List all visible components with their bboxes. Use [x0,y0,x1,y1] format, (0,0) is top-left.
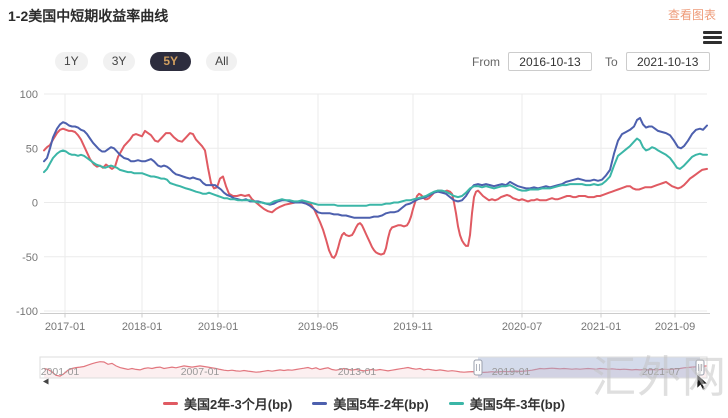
y-axis-label: -50 [22,252,38,264]
from-label: From [472,54,500,69]
menu-icon[interactable] [703,31,722,44]
x-axis-label: 2019-11 [393,321,433,333]
legend-marker-blue [312,402,328,405]
x-axis-label: 2017-01 [45,321,85,333]
navigator-axis-label: 2001-01 [41,366,80,378]
range-selector: 1Y 3Y 5Y All [55,52,238,71]
chart-legend: 美国2年-3个月(bp) 美国5年-2年(bp) 美国5年-3年(bp) [163,394,565,413]
navigator-frame [39,356,708,379]
legend-marker-teal [448,402,464,405]
range-button-all[interactable]: All [206,52,238,71]
menu-bar [703,36,722,39]
menu-bar [703,31,722,34]
series-line-1 [43,116,708,219]
x-axis-label: 2019-05 [298,321,338,333]
navigator-axis-label: 2021-07 [642,366,681,378]
scroll-arrow-icon[interactable] [43,378,49,385]
menu-bar [703,41,722,44]
legend-item-5y-2y[interactable]: 美国5年-2年(bp) [312,394,429,413]
range-button-1y[interactable]: 1Y [55,52,88,71]
mouse-cursor [696,373,709,391]
x-axis-label: 2020-07 [502,321,542,333]
navigator-area [44,361,707,378]
y-axis-label: -100 [16,306,38,318]
navigator-axis-label: 2007-01 [181,366,220,378]
navigator-axis-label: 2013-01 [338,366,377,378]
range-button-5y[interactable]: 5Y [150,52,192,71]
legend-label: 美国5年-3年(bp) [469,397,566,412]
series-line-2 [43,137,708,207]
navigator-selection[interactable] [478,357,700,378]
to-date-input[interactable] [625,52,710,71]
legend-item-2y-3m[interactable]: 美国2年-3个月(bp) [163,394,292,413]
legend-label: 美国5年-2年(bp) [333,397,429,412]
y-axis-label: 0 [32,198,38,210]
to-label: To [605,54,618,69]
navigator-handle-left[interactable] [473,359,483,376]
navigator-line [43,361,708,377]
legend-marker-red [163,402,178,405]
legend-item-5y-3y[interactable]: 美国5年-3年(bp) [448,394,566,413]
x-axis-label: 2021-09 [655,321,695,333]
range-button-3y[interactable]: 3Y [102,52,136,71]
x-axis-label: 2019-01 [198,321,238,333]
series-line-0 [43,127,708,259]
date-range-controls: From To [472,52,710,71]
navigator-handle-right[interactable] [695,359,705,376]
page-title: 1-2美国中短期收益率曲线 [8,8,169,24]
x-axis-label: 2021-01 [581,321,621,333]
from-date-input[interactable] [508,52,592,71]
view-chart-link[interactable]: 查看图表 [668,8,717,22]
navigator-axis-label: 2019-01 [492,366,531,378]
y-axis-label: 100 [20,89,38,101]
x-axis-label: 2018-01 [122,321,162,333]
legend-label: 美国2年-3个月(bp) [184,397,293,412]
y-axis-label: 50 [26,143,38,155]
